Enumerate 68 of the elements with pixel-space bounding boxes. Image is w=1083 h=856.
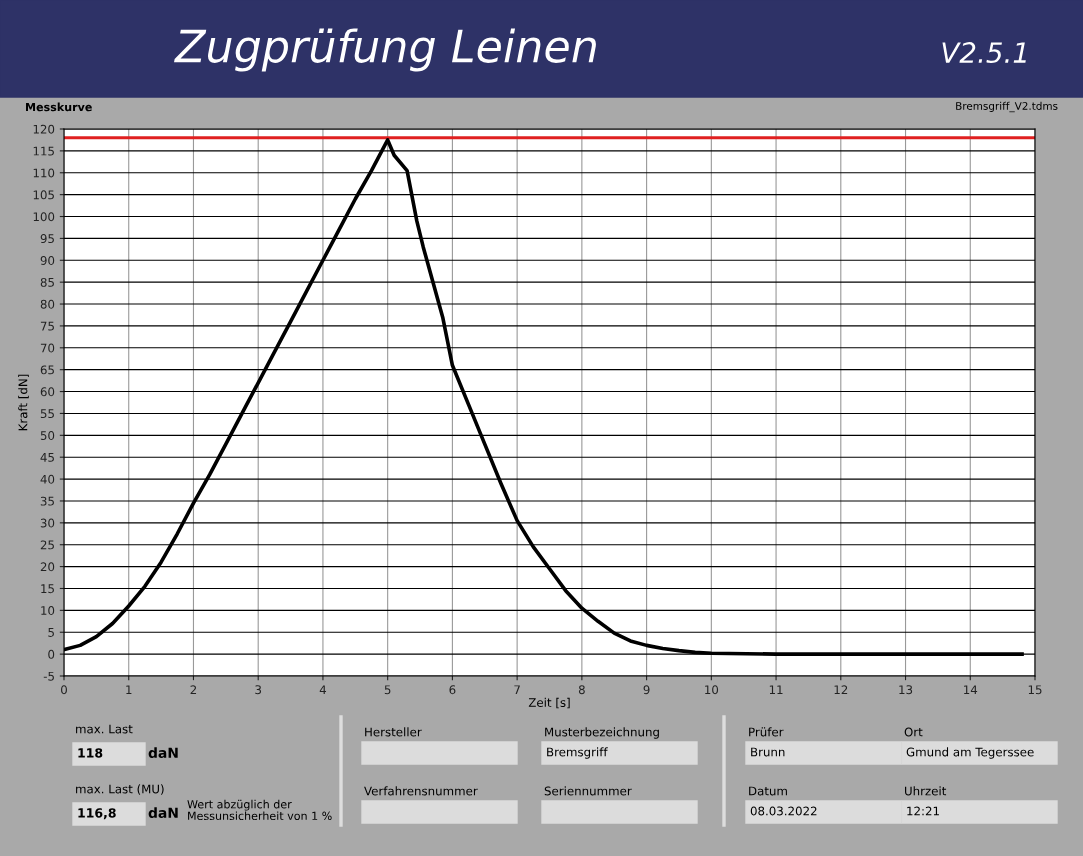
y-tick-label: 50 [40,431,55,440]
y-tick-label: 85 [40,277,54,287]
text: daN [148,807,178,819]
text: max. Last (MU) [76,784,164,795]
y-tick-label: 105 [33,190,54,200]
y-tick-label: 65 [40,365,54,375]
y-axis-title: Kraft [dN] [18,374,29,431]
text: 08.03.2022 [750,806,817,816]
y-tick-label: 40 [40,474,55,484]
y-tick-label: 60 [40,387,55,397]
y-tick-label: 115 [33,146,54,156]
y-tick-label: 75 [40,321,54,331]
y-tick-label: 35 [40,496,54,506]
y-tick-label: 15 [41,584,54,594]
x-tick-label: 7 [514,685,520,694]
text: Hersteller [365,727,422,737]
text: 118 [78,748,103,758]
x-tick-label: 14 [964,685,978,694]
x-tick-label: 0 [61,685,67,695]
x-tick-label: 8 [578,685,585,695]
text: 12:21 [907,806,939,816]
y-tick-label: 95 [40,234,54,244]
y-tick-label: 0 [48,649,55,659]
x-tick-label: 9 [643,685,650,695]
y-tick-label: 90 [40,256,55,265]
y-tick-label: 120 [33,124,55,134]
y-tick-label: 70 [40,343,55,353]
x-tick-label: 13 [899,685,913,695]
y-tick-label: 20 [40,562,55,572]
text: Prüfer [749,727,784,737]
text: Wert abzüglich der Messunsicherheit von 1 % [187,799,332,821]
text: Seriennummer [544,786,632,796]
text: Ort [904,727,923,737]
text: Gmund am Tegerssee [906,747,1034,759]
y-tick-label: 25 [40,540,54,550]
y-tick-label: 80 [40,299,55,309]
text: Bremsgriff [547,747,608,759]
text: Musterbezeichnung [545,727,659,739]
y-tick-label: 10 [41,606,55,616]
text: Uhrzeit [905,786,947,796]
x-tick-label: 2 [190,685,197,694]
x-tick-label: 5 [384,685,391,695]
text: 116,8 [78,808,116,820]
y-tick-label: 45 [40,453,54,462]
text: Brunn [751,747,785,757]
x-tick-label: 4 [319,685,327,694]
y-tick-label: 5 [48,628,54,637]
x-tick-label: 15 [1028,685,1042,695]
y-tick-label: -5 [43,671,54,681]
text: Bremsgriff_V2.tdms [956,101,1058,113]
text: Datum [749,786,787,796]
x-tick-label: 3 [255,685,262,695]
y-tick-label: 100 [33,212,55,222]
y-tick-label: 30 [40,518,55,528]
chart-title: Zugprüfung Leinen [174,28,596,72]
y-tick-label: 110 [33,168,55,178]
text: max. Last [76,724,133,734]
x-tick-label: 6 [449,685,456,695]
x-tick-label: 11 [769,685,783,694]
x-axis-title: Zeit [s] [528,697,570,709]
text: Verfahrensnummer [364,786,478,796]
text: V2.5.1 [942,42,1026,64]
x-tick-label: 12 [834,685,848,694]
y-tick-label: 55 [40,409,54,419]
x-tick-label: 1 [126,685,132,694]
chart-subtitle: Messkurve [26,102,92,112]
text: daN [148,747,178,759]
x-tick-label: 10 [705,685,719,695]
